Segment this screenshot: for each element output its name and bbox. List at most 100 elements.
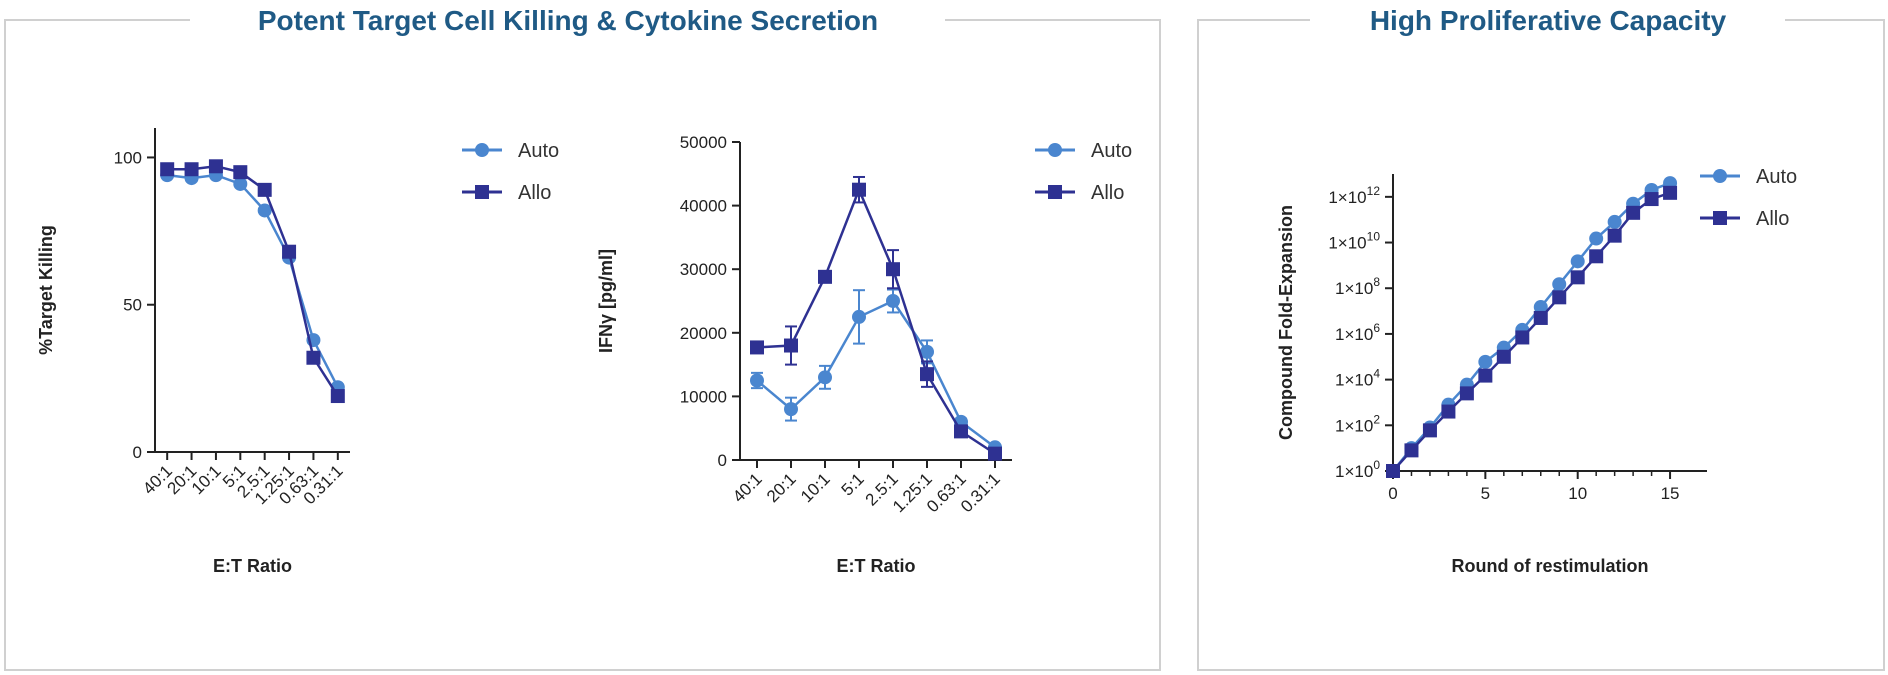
- right-panel: High Proliferative Capacity: [1197, 5, 1885, 671]
- killing-point-auto: [257, 203, 272, 218]
- expansion-y-tick-label: 1×104: [1335, 367, 1380, 390]
- expansion-x-label: Round of restimulation: [1452, 556, 1649, 576]
- expansion-point-allo: [1626, 205, 1641, 220]
- expansion-point-allo: [1663, 185, 1678, 200]
- legend-marker-allo: [1048, 185, 1062, 199]
- expansion-point-auto: [1589, 231, 1604, 246]
- ifng-point-allo: [852, 182, 866, 197]
- ifng-y-tick-label: 20000: [680, 324, 727, 343]
- ifng-y-tick-label: 10000: [680, 387, 727, 406]
- ifng-point-allo: [920, 367, 934, 382]
- left-panel-title: Potent Target Cell Killing & Cytokine Se…: [258, 5, 878, 36]
- killing-point-allo: [282, 244, 297, 259]
- expansion-x-tick-label: 15: [1661, 484, 1680, 503]
- ifng-series-allo: [756, 186, 996, 455]
- ifng-y-tick-label: 40000: [680, 197, 727, 216]
- ifng-x-label: E:T Ratio: [837, 556, 916, 576]
- legend-label-auto: Auto: [1756, 166, 1797, 188]
- ifng-point-auto: [818, 370, 832, 385]
- expansion-point-allo: [1607, 228, 1622, 243]
- ifng-point-auto: [784, 402, 798, 417]
- expansion-point-allo: [1422, 423, 1437, 438]
- expansion-x-tick-label: 5: [1481, 484, 1490, 503]
- killing-point-allo: [330, 389, 345, 404]
- ifng-point-allo: [784, 338, 798, 353]
- expansion-point-allo: [1533, 310, 1548, 325]
- legend-marker-auto: [1048, 143, 1062, 157]
- ifng-point-auto: [886, 294, 900, 308]
- killing-point-allo: [160, 162, 175, 177]
- ifng-x-tick-label: 10:1: [797, 469, 834, 506]
- legend-label-auto: Auto: [1091, 140, 1132, 162]
- left-panel-frame: [4, 19, 1161, 671]
- ifng-point-allo: [954, 424, 968, 439]
- right-panel-frame: [1197, 19, 1885, 671]
- legend-marker-allo: [1713, 211, 1727, 225]
- ifng-point-allo: [750, 340, 764, 355]
- expansion-point-auto: [1552, 277, 1567, 292]
- expansion-y-tick-label: 1×1012: [1328, 184, 1380, 207]
- ifng-series-auto: [756, 299, 996, 449]
- ifng-x-tick-label: 40:1: [729, 469, 766, 506]
- target-killing-chart: 05010040:120:110:15:12.5:11.25:10.63:10.…: [36, 128, 559, 576]
- ifng-y-tick-label: 50000: [680, 133, 727, 152]
- ifng-point-allo: [988, 446, 1002, 461]
- killing-y-tick-label: 100: [114, 148, 142, 167]
- killing-x-tick-label: 10:1: [188, 461, 225, 498]
- expansion-y-tick-label: 1×108: [1335, 275, 1380, 298]
- expansion-y-tick-label: 1×100: [1335, 458, 1380, 481]
- killing-y-tick-label: 50: [123, 296, 142, 315]
- legend-marker-allo: [475, 185, 489, 199]
- killing-point-allo: [184, 162, 199, 177]
- killing-point-allo: [257, 182, 272, 197]
- killing-y-tick-label: 0: [133, 443, 142, 462]
- ifng-y-tick-label: 30000: [680, 260, 727, 279]
- killing-point-allo: [208, 159, 223, 174]
- legend-label-allo: Allo: [1756, 208, 1789, 230]
- ifng-point-auto: [920, 344, 934, 359]
- ifng-x-tick-label: 20:1: [763, 469, 800, 506]
- legend-marker-auto: [475, 143, 489, 157]
- expansion-point-auto: [1570, 254, 1585, 269]
- expansion-x-tick-label: 0: [1388, 484, 1397, 503]
- expansion-point-allo: [1589, 249, 1604, 264]
- killing-point-allo: [233, 165, 248, 180]
- expansion-y-label: Compound Fold-Expansion: [1276, 205, 1296, 440]
- expansion-point-allo: [1478, 368, 1493, 383]
- expansion-point-allo: [1441, 404, 1456, 419]
- legend-marker-auto: [1713, 169, 1727, 183]
- expansion-y-tick-label: 1×1010: [1328, 230, 1380, 253]
- expansion-point-allo: [1570, 270, 1585, 285]
- killing-x-label: E:T Ratio: [213, 556, 292, 576]
- expansion-point-allo: [1386, 464, 1400, 478]
- ifng-point-allo: [818, 269, 832, 284]
- right-panel-title: High Proliferative Capacity: [1370, 5, 1727, 36]
- ifng-x-tick-label: 0.31:1: [957, 469, 1004, 516]
- killing-point-allo: [306, 350, 321, 365]
- legend-label-auto: Auto: [518, 140, 559, 162]
- expansion-series-auto: [1392, 181, 1671, 472]
- expansion-point-auto: [1533, 300, 1548, 315]
- fold-expansion-chart: 1×100 1×102 1×104 1×106 1×108 1×1010 1×1012 0 5 1…: [1276, 166, 1797, 576]
- killing-point-auto: [233, 176, 248, 191]
- ifng-point-allo: [886, 262, 900, 277]
- expansion-point-allo: [1404, 443, 1419, 458]
- expansion-y-tick-label: 1×102: [1335, 412, 1380, 435]
- expansion-point-allo: [1496, 349, 1511, 364]
- expansion-point-allo: [1515, 330, 1530, 345]
- expansion-y-tick-label: 1×106: [1335, 321, 1380, 344]
- expansion-point-auto: [1607, 214, 1622, 229]
- expansion-point-allo: [1644, 192, 1659, 207]
- legend-label-allo: Allo: [1091, 182, 1124, 204]
- ifng-y-label: IFNγ [pg/ml]: [596, 249, 616, 353]
- expansion-x-tick-label: 10: [1568, 484, 1587, 503]
- expansion-point-auto: [1478, 354, 1493, 369]
- legend-label-allo: Allo: [518, 182, 551, 204]
- killing-y-label: %Target Killing: [36, 225, 56, 355]
- ifng-point-auto: [852, 309, 866, 324]
- expansion-point-allo: [1459, 386, 1474, 401]
- expansion-series-allo: [1392, 191, 1671, 472]
- left-panel: Potent Target Cell Killing & Cytokine Se…: [4, 5, 1161, 671]
